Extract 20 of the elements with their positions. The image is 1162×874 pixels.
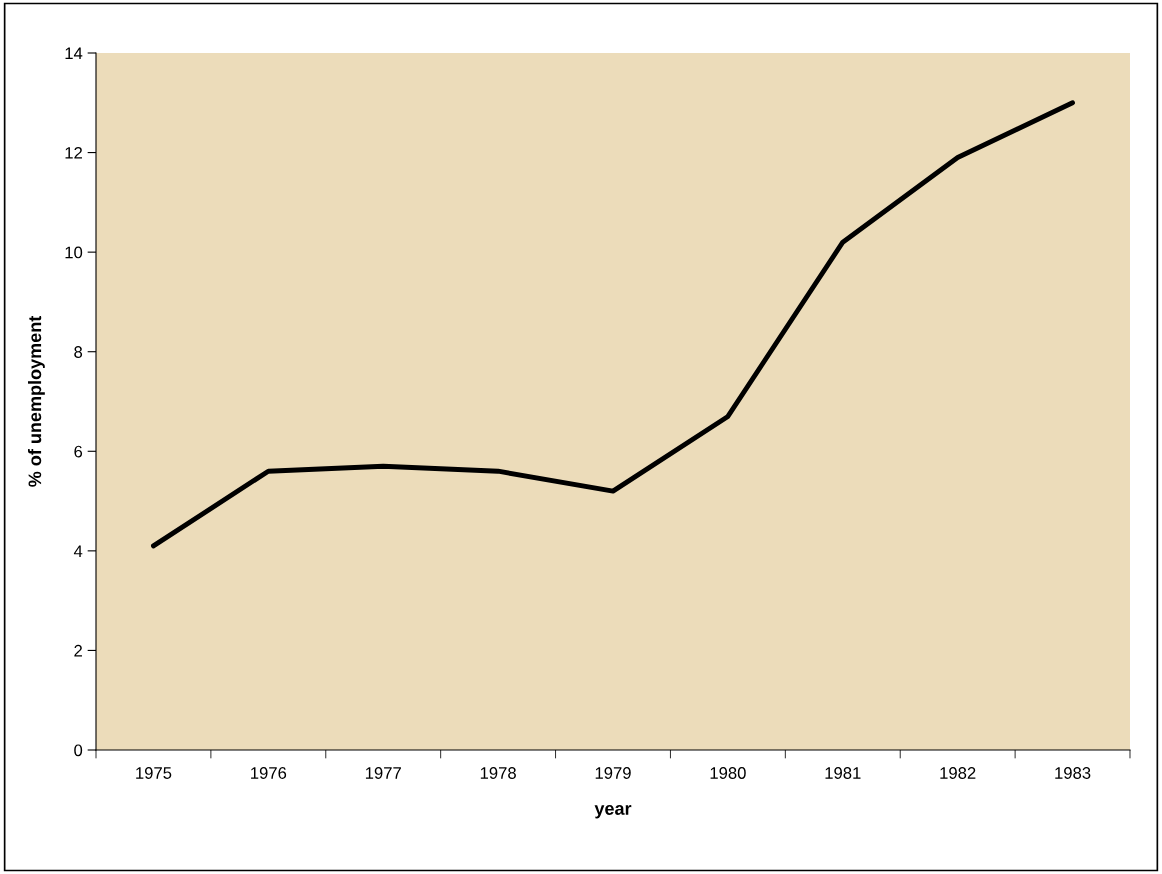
x-tick-label: 1980 bbox=[710, 767, 746, 779]
x-tick-label: 1983 bbox=[1055, 767, 1091, 779]
y-axis-title: % of unemployment bbox=[27, 315, 45, 487]
y-tick-label: 6 bbox=[74, 445, 83, 458]
x-tick-label: 1976 bbox=[251, 767, 287, 779]
line-series bbox=[151, 100, 1075, 549]
x-tick-label: 1978 bbox=[480, 767, 516, 779]
y-tick-label: 10 bbox=[65, 246, 83, 259]
y-tick-label: 0 bbox=[74, 744, 83, 757]
y-tick-label: 14 bbox=[65, 47, 83, 60]
x-tick-label: 1981 bbox=[825, 767, 861, 779]
y-tick-label: 2 bbox=[74, 644, 82, 657]
x-axis-title: year bbox=[594, 805, 632, 819]
x-tick-label: 1982 bbox=[940, 767, 976, 779]
y-tick-label: 12 bbox=[65, 146, 82, 159]
y-tick-label: 4 bbox=[73, 545, 83, 557]
x-tick-label: 1979 bbox=[595, 767, 631, 779]
y-tick-label: 8 bbox=[74, 346, 83, 358]
x-tick-label: 1975 bbox=[136, 767, 172, 779]
x-tick-label: 1977 bbox=[365, 767, 401, 779]
